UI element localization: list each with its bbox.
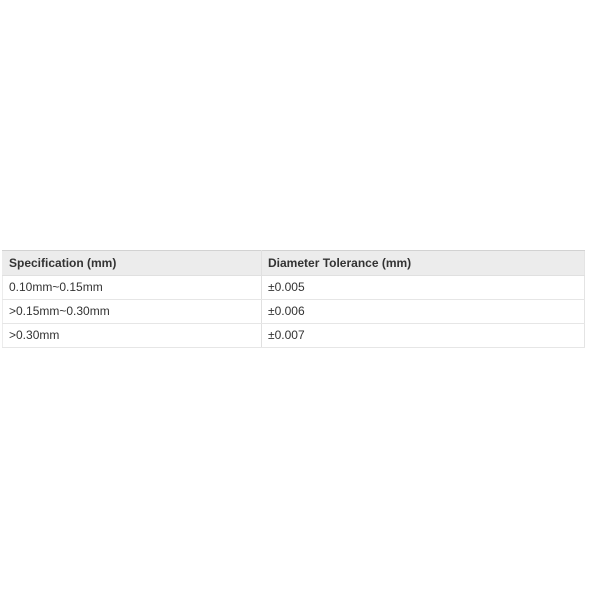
spec-cell: >0.15mm~0.30mm (2, 299, 262, 324)
col-header-specification: Specification (mm) (2, 250, 262, 276)
col-header-diameter-tolerance: Diameter Tolerance (mm) (261, 250, 585, 276)
tolerance-cell: ±0.006 (261, 299, 585, 324)
table-header-row: Specification (mm) Diameter Tolerance (m… (2, 250, 585, 276)
spec-cell: >0.30mm (2, 323, 262, 348)
spec-table: Specification (mm) Diameter Tolerance (m… (2, 250, 585, 348)
tolerance-cell: ±0.005 (261, 275, 585, 300)
spec-table-container: Specification (mm) Diameter Tolerance (m… (2, 250, 585, 348)
spec-cell: 0.10mm~0.15mm (2, 275, 262, 300)
tolerance-cell: ±0.007 (261, 323, 585, 348)
table-row: >0.30mm ±0.007 (2, 323, 585, 348)
table-row: >0.15mm~0.30mm ±0.006 (2, 299, 585, 324)
table-row: 0.10mm~0.15mm ±0.005 (2, 275, 585, 300)
